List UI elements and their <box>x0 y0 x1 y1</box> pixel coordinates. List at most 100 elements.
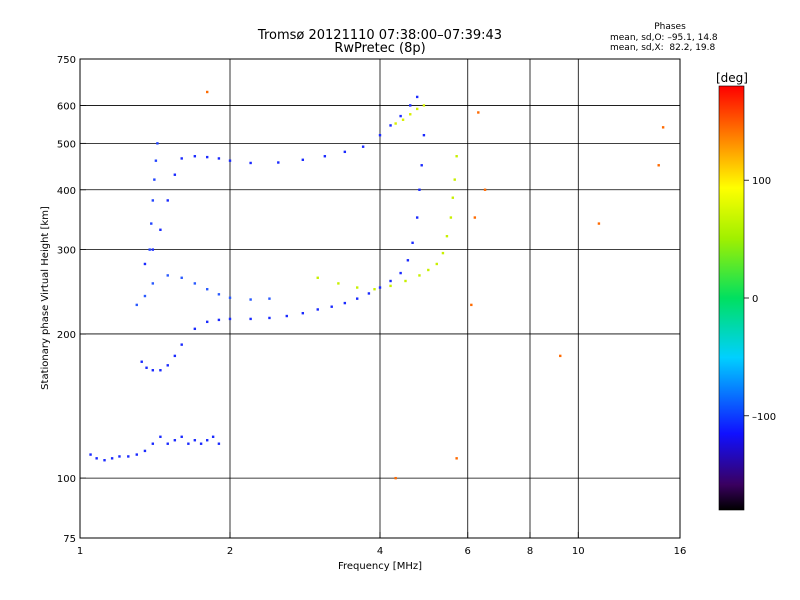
data-point <box>217 442 221 445</box>
colorbar-ticks: 100 0 –100 <box>744 176 776 423</box>
data-point <box>166 442 169 445</box>
colorbar <box>718 85 745 511</box>
data-point <box>415 107 419 111</box>
phases-mean-o: mean, sd,O: –95.1, 14.8 <box>610 33 718 43</box>
data-point <box>378 133 382 137</box>
data-point <box>277 161 280 164</box>
data-point <box>193 155 197 158</box>
data-point <box>418 188 421 191</box>
chart-title: Tromsø 20121110 07:38:00–07:39:43 <box>257 28 503 43</box>
data-point <box>473 216 477 219</box>
data-point <box>373 288 376 291</box>
data-point <box>180 343 183 346</box>
data-point <box>180 435 183 438</box>
data-point <box>406 259 410 262</box>
y-tick-label: 200 <box>57 330 76 341</box>
data-point <box>597 222 601 225</box>
data-point <box>449 216 453 219</box>
data-point <box>148 248 151 251</box>
y-tick-label: 100 <box>57 474 76 485</box>
data-point <box>657 164 660 167</box>
data-point <box>166 199 169 202</box>
data-point <box>422 133 426 137</box>
data-point <box>445 234 449 238</box>
data-point <box>205 320 209 324</box>
data-point <box>399 271 402 275</box>
chart-subtitle: RwPretec (8p) <box>334 41 426 56</box>
data-point <box>411 241 414 244</box>
data-point <box>409 113 412 116</box>
data-point <box>211 435 215 438</box>
x-axis-label: Frequency [MHz] <box>338 561 422 572</box>
y-tick-label: 600 <box>57 101 76 112</box>
y-tick-label: 75 <box>63 534 76 545</box>
data-point <box>559 354 562 358</box>
phases-mean-x: mean, sd,X: 82.2, 19.8 <box>610 43 716 53</box>
data-point <box>173 439 177 442</box>
data-point <box>156 142 159 145</box>
data-point <box>394 476 397 480</box>
data-point <box>159 435 162 438</box>
phases-heading: Phases <box>654 22 686 32</box>
data-point <box>153 178 156 181</box>
data-point <box>378 286 382 289</box>
data-point <box>187 442 190 445</box>
x-tick-label: 8 <box>527 546 533 557</box>
data-point <box>151 282 155 285</box>
data-point <box>355 286 359 289</box>
data-point <box>451 196 455 199</box>
x-tick-label: 16 <box>674 546 687 557</box>
data-point <box>193 439 197 442</box>
data-point <box>89 453 92 456</box>
data-point <box>217 318 221 322</box>
data-point <box>166 274 169 277</box>
data-point <box>427 268 430 272</box>
data-point <box>389 279 392 283</box>
data-point <box>249 161 252 165</box>
grid-lines <box>80 59 680 538</box>
data-point <box>435 262 438 266</box>
data-point <box>418 274 421 277</box>
data-point <box>389 124 392 127</box>
x-tick-label: 4 <box>377 546 383 557</box>
data-point <box>143 294 147 298</box>
data-point <box>355 297 359 300</box>
data-point <box>316 308 319 311</box>
x-tick-label: 1 <box>77 546 83 557</box>
data-point <box>151 199 155 202</box>
data-point <box>409 104 412 107</box>
data-point <box>151 248 155 251</box>
data-point <box>180 276 183 279</box>
data-point <box>301 311 305 315</box>
data-point <box>455 155 458 158</box>
data-point <box>205 90 209 94</box>
data-point <box>217 157 221 160</box>
colorbar-tick-label: 0 <box>752 294 758 305</box>
data-point <box>661 126 665 129</box>
data-point <box>420 164 423 167</box>
data-point <box>145 366 148 369</box>
data-point <box>422 104 426 107</box>
data-point <box>477 111 480 114</box>
y-tick-label: 400 <box>57 186 76 197</box>
data-point <box>301 158 305 161</box>
colorbar-label: [deg] <box>716 71 748 85</box>
data-point <box>455 457 458 460</box>
data-point <box>401 118 405 121</box>
data-point <box>118 455 121 458</box>
x-tick-label: 10 <box>572 546 585 557</box>
y-tick-label: 750 <box>57 55 76 66</box>
data-point <box>337 282 340 285</box>
data-point <box>127 455 130 458</box>
y-axis-ticks: 75 100 200 300 400 500 600 750 <box>57 55 86 545</box>
data-point <box>361 145 365 148</box>
data-point <box>470 303 473 307</box>
data-point <box>415 95 419 99</box>
data-point <box>323 155 327 158</box>
data-point <box>151 369 155 372</box>
data-point <box>180 157 183 160</box>
data-point <box>268 297 271 300</box>
y-tick-label: 300 <box>57 246 76 257</box>
data-point <box>228 296 232 299</box>
data-point <box>173 173 177 176</box>
